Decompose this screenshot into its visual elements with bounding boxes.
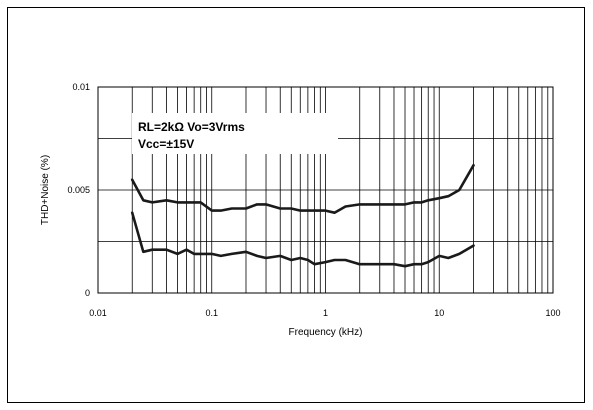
x-tick-label: 0.1 [205, 308, 218, 318]
y-tick-label: 0 [85, 288, 90, 298]
x-tick-label: 100 [545, 308, 560, 318]
figure-frame [7, 7, 585, 403]
plot-area [97, 86, 554, 294]
tick-labels: 0.01 0.1 1 10 100 0 0.005 0.01 [67, 82, 560, 318]
series-line-2 [130, 211, 475, 268]
x-tick-label: 10 [434, 308, 444, 318]
y-axis-label: THD+Noise (%) [40, 155, 51, 225]
y-tick-label: 0.01 [72, 82, 90, 92]
series-line-1 [130, 164, 475, 214]
x-tick-label: 1 [323, 308, 328, 318]
y-tick-label: 0.005 [67, 185, 90, 195]
annotation-line-1: RL=2kΩ Vo=3Vrms [138, 120, 245, 134]
x-tick-label: 0.01 [89, 308, 107, 318]
annotation-background [132, 113, 338, 154]
annotation-line-2: Vcc=±15V [138, 137, 194, 151]
series-layer [130, 164, 475, 268]
x-axis-label: Frequency (kHz) [289, 327, 363, 338]
